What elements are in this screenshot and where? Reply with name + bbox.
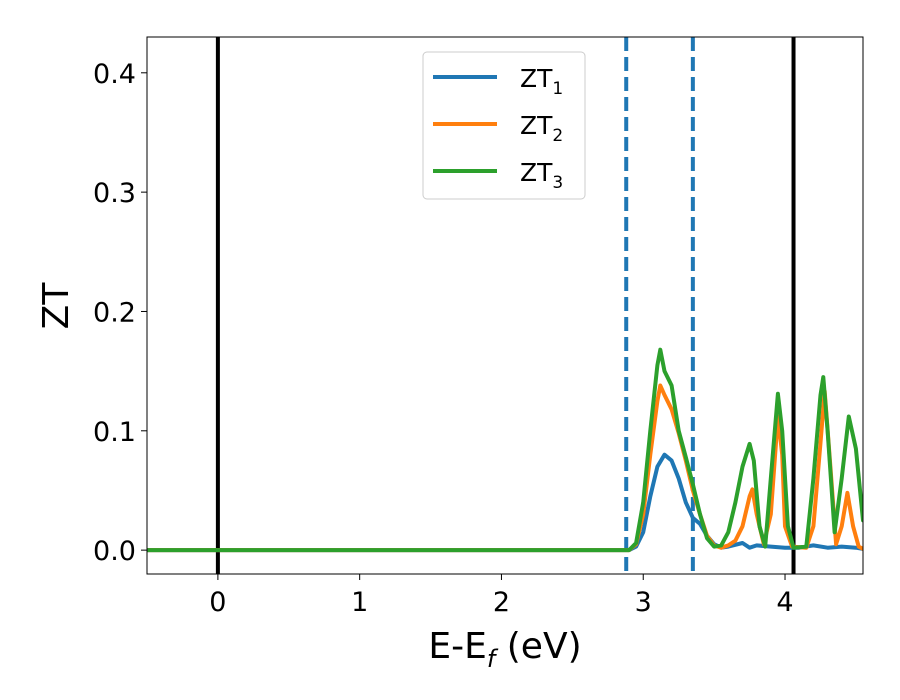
y-tick-label: 0.3 [93,178,136,209]
reference-lines [215,37,796,574]
y-axis-title: ZT [36,282,77,330]
x-tick-label: 3 [635,587,652,618]
series-line-zt3 [147,347,863,553]
legend-label-zt3: ZT3 [520,158,563,193]
y-tick-label: 0.1 [93,417,136,448]
x-tick-label: 2 [493,587,510,618]
x-axis-title: E-Ef (eV) [428,626,581,673]
legend: ZT1 ZT2 ZT3 [422,51,586,200]
x-axis: 0 1 2 3 4 [209,574,794,618]
y-tick-label: 0.2 [93,297,136,328]
x-tick-label: 4 [776,587,793,618]
x-tick-label: 0 [209,587,226,618]
plot-frame [146,36,864,575]
series-lines [147,347,863,553]
legend-box [422,51,586,200]
x-tick-label: 1 [351,587,368,618]
y-axis: 0.0 0.1 0.2 0.3 0.4 [93,59,147,567]
y-tick-label: 0.4 [93,59,136,90]
legend-label-zt1: ZT1 [520,64,563,99]
y-tick-label: 0.0 [93,536,136,567]
legend-label-zt2: ZT2 [520,111,563,146]
